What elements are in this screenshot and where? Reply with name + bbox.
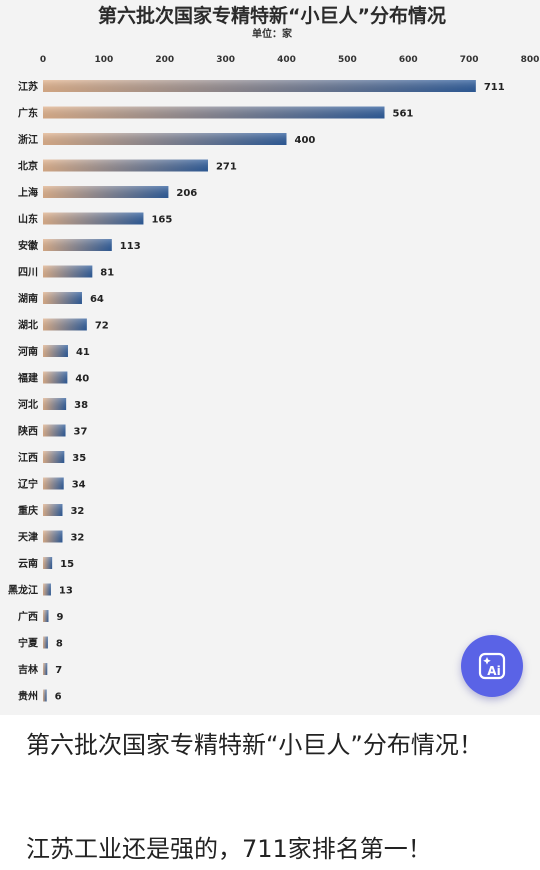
value-label: 32 (70, 533, 84, 544)
value-label: 34 (72, 480, 86, 491)
category-label: 河南 (18, 345, 38, 358)
category-label: 江苏 (18, 80, 38, 93)
category-label: 云南 (18, 557, 38, 570)
bar-shine (43, 583, 51, 596)
category-label: 贵州 (18, 690, 38, 703)
bar-shine (43, 318, 87, 331)
category-label: 湖南 (18, 292, 38, 305)
chart-subtitle: 单位：家 (252, 27, 293, 40)
bar-shine (43, 398, 67, 410)
bar-shine (43, 239, 112, 251)
value-label: 81 (100, 268, 114, 279)
bar-shine (43, 159, 208, 172)
category-label: 安徽 (18, 239, 39, 252)
bar-shine (43, 530, 63, 543)
category-label: 重庆 (18, 504, 38, 517)
value-label: 165 (151, 215, 172, 226)
value-label: 38 (74, 400, 88, 411)
value-label: 206 (176, 188, 197, 199)
category-label: 江西 (18, 451, 38, 464)
category-label: 上海 (18, 186, 38, 199)
value-label: 32 (70, 506, 84, 517)
bar-shine (43, 504, 63, 516)
x-tick-label: 0 (40, 55, 46, 65)
category-label: 黑龙江 (8, 584, 38, 597)
value-label: 711 (484, 82, 505, 93)
bar-shine (43, 265, 93, 278)
value-label: 113 (120, 241, 141, 252)
value-label: 15 (60, 559, 74, 570)
value-label: 9 (56, 612, 63, 623)
post-title: 第六批次国家专精特新“小巨人”分布情况！ (26, 731, 483, 759)
category-label: 天津 (18, 531, 38, 544)
bar-shine (43, 345, 68, 357)
category-label: 宁夏 (18, 637, 39, 650)
bar-shine (43, 80, 476, 92)
value-label: 561 (393, 109, 414, 120)
ai-assistant-button[interactable]: Ai (461, 635, 523, 697)
ai-label: Ai (487, 664, 500, 678)
value-label: 40 (75, 374, 89, 385)
bar-shine (43, 133, 287, 145)
category-label: 广东 (18, 107, 38, 120)
bar-shine (43, 689, 47, 702)
value-label: 37 (74, 427, 88, 438)
x-tick-label: 600 (399, 55, 418, 65)
category-label: 辽宁 (18, 478, 38, 491)
value-label: 64 (90, 294, 104, 305)
bar-shine (43, 557, 53, 569)
value-label: 8 (56, 639, 63, 650)
bar-shine (43, 663, 48, 675)
bar-shine (43, 451, 65, 463)
value-label: 35 (72, 453, 86, 464)
category-label: 广西 (18, 610, 38, 623)
category-label: 北京 (18, 160, 38, 173)
category-label: 浙江 (18, 133, 38, 146)
value-label: 41 (76, 347, 90, 358)
x-tick-label: 700 (460, 55, 479, 65)
category-label: 吉林 (18, 663, 39, 676)
chart-image: 第六批次国家专精特新“小巨人”分布情况 单位：家 0 100 200 300 400 50… (0, 0, 540, 715)
bar-shine (43, 292, 82, 304)
value-label: 72 (95, 321, 109, 332)
ai-sparkle-icon: Ai (478, 652, 506, 680)
bar-shine (43, 610, 49, 622)
category-label: 河北 (18, 398, 38, 411)
bar-shine (43, 477, 64, 490)
bar-shine (43, 106, 385, 119)
x-tick-label: 200 (155, 55, 174, 65)
chart-title: 第六批次国家专精特新“小巨人”分布情况 (98, 4, 446, 27)
category-label: 湖北 (18, 319, 38, 332)
category-label: 四川 (18, 267, 38, 279)
bar-shine (43, 186, 169, 198)
post-body: 江苏工业还是强的，711家排名第一！ (26, 835, 432, 863)
bar-shine (43, 212, 144, 225)
category-label: 山东 (18, 213, 38, 226)
value-label: 7 (55, 665, 62, 676)
value-label: 6 (55, 692, 62, 703)
category-label: 福建 (17, 372, 39, 385)
value-label: 13 (59, 586, 73, 597)
x-tick-label: 300 (216, 55, 235, 65)
bar-chart: 第六批次国家专精特新“小巨人”分布情况 单位：家 0 100 200 300 400 50… (8, 4, 540, 703)
value-label: 271 (216, 162, 237, 173)
bar-shine (43, 371, 68, 384)
x-tick-label: 500 (338, 55, 357, 65)
x-tick-label: 400 (277, 55, 296, 65)
bar-shine (43, 424, 66, 437)
bar-shine (43, 636, 48, 649)
x-tick-label: 100 (94, 55, 113, 65)
x-tick-label: 800 (521, 55, 540, 65)
category-label: 陕西 (18, 425, 38, 438)
value-label: 400 (295, 135, 316, 146)
